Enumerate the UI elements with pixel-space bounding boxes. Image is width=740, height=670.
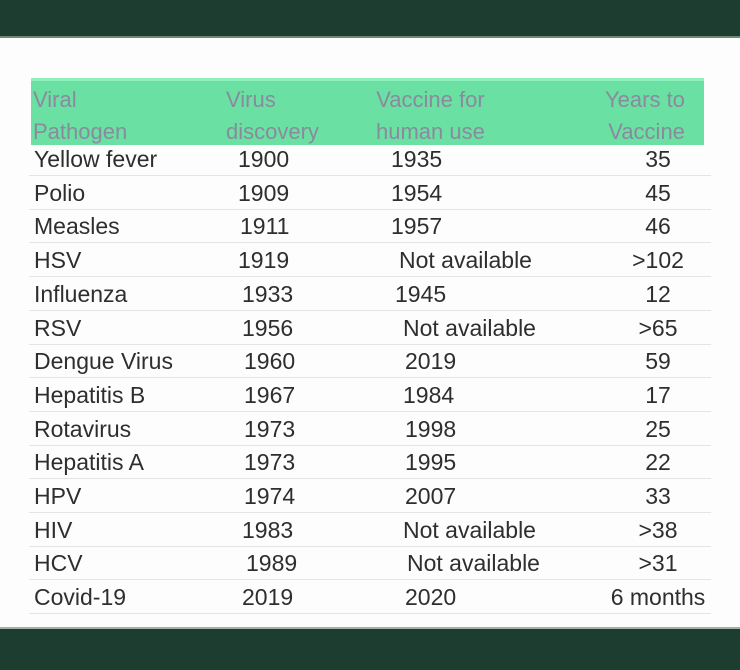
table-row: HCV 1989 Not available >31 xyxy=(0,546,740,581)
cell-pathogen: Dengue Virus xyxy=(34,348,173,375)
cell-pathogen: Covid-19 xyxy=(34,584,127,611)
table-header: Viral Pathogen Virus discovery Vaccine f… xyxy=(31,78,704,145)
cell-pathogen: Influenza xyxy=(34,280,128,307)
cell-pathogen: Hepatitis B xyxy=(34,381,146,408)
cell-vaccine: 1957 xyxy=(391,213,443,240)
cell-pathogen: Yellow fever xyxy=(34,146,158,172)
cell-pathogen: Measles xyxy=(34,213,120,240)
header-viral-pathogen: Viral Pathogen xyxy=(33,84,127,148)
table-row: Rotavirus 1973 1998 25 xyxy=(0,412,740,446)
table-row: Hepatitis A 1973 1995 22 xyxy=(0,445,740,480)
cell-vaccine: 1954 xyxy=(391,179,443,206)
header-line: Years to xyxy=(605,87,685,112)
cell-vaccine: Not available xyxy=(399,247,532,274)
cell-years: 12 xyxy=(645,280,671,307)
cell-pathogen: RSV xyxy=(34,314,82,341)
table-row: HIV 1983 Not available >38 xyxy=(0,513,740,547)
table-row: Influenza 1933 1945 12 xyxy=(0,277,740,311)
table-row: Yellow fever 1900 1935 35 xyxy=(0,142,740,176)
table-row: HSV 1919 Not available >102 xyxy=(0,243,740,278)
cell-vaccine: 1984 xyxy=(403,381,455,408)
header-line: Virus xyxy=(226,87,276,112)
cell-pathogen: HCV xyxy=(34,550,83,577)
table-row: HPV 1974 2007 33 xyxy=(0,479,740,513)
cell-discovery: 1960 xyxy=(244,348,296,375)
cell-years: >38 xyxy=(638,516,678,543)
cell-years: >31 xyxy=(638,550,678,577)
cell-discovery: 1973 xyxy=(244,449,296,476)
cell-years: >65 xyxy=(638,314,678,341)
cell-discovery: 1973 xyxy=(244,415,296,442)
cell-discovery: 1919 xyxy=(238,247,290,274)
bottom-band xyxy=(0,627,740,670)
table-page: Viral Pathogen Virus discovery Vaccine f… xyxy=(0,38,740,627)
cell-years: 22 xyxy=(645,449,671,476)
header-virus-discovery: Virus discovery xyxy=(226,84,319,148)
cell-vaccine: 1935 xyxy=(391,146,443,172)
cell-years: 45 xyxy=(645,179,671,206)
cell-discovery: 1911 xyxy=(240,213,290,240)
table-row: RSV 1956 Not available >65 xyxy=(0,311,740,345)
cell-vaccine: Not available xyxy=(407,550,540,577)
table-row: Hepatitis B 1967 1984 17 xyxy=(0,378,740,412)
cell-discovery: 1989 xyxy=(246,550,298,577)
table-row: Polio 1909 1954 45 xyxy=(0,176,740,210)
header-line: Vaccine xyxy=(608,119,685,144)
cell-years: 35 xyxy=(645,146,671,172)
top-band xyxy=(0,0,740,38)
cell-pathogen: HPV xyxy=(34,483,82,509)
cell-vaccine: 1998 xyxy=(405,415,457,442)
header-line: Pathogen xyxy=(33,119,128,144)
cell-pathogen: HSV xyxy=(34,247,82,274)
cell-vaccine: 1995 xyxy=(405,449,457,476)
header-line: Viral xyxy=(33,87,77,112)
cell-discovery: 1956 xyxy=(242,314,294,341)
cell-vaccine: 2019 xyxy=(405,348,457,375)
cell-discovery: 1909 xyxy=(238,179,290,206)
cell-years: 25 xyxy=(645,415,671,442)
cell-vaccine: 1945 xyxy=(395,280,447,307)
table-row: Measles 1911 1957 46 xyxy=(0,209,740,244)
cell-discovery: 2019 xyxy=(242,584,294,611)
cell-pathogen: Hepatitis A xyxy=(34,449,144,476)
cell-years: 59 xyxy=(645,348,671,375)
cell-pathogen: Rotavirus xyxy=(34,415,132,442)
cell-vaccine: Not available xyxy=(403,314,536,341)
cell-pathogen: Polio xyxy=(34,179,86,206)
cell-pathogen: HIV xyxy=(34,516,73,543)
cell-years: 33 xyxy=(645,483,671,509)
cell-discovery: 1974 xyxy=(244,483,296,509)
table-row: Dengue Virus 1960 2019 59 xyxy=(0,344,740,379)
cell-vaccine: Not available xyxy=(403,516,536,543)
cell-vaccine: 2020 xyxy=(405,584,457,611)
cell-discovery: 1933 xyxy=(242,280,294,307)
cell-discovery: 1967 xyxy=(244,381,296,408)
cell-years: 17 xyxy=(645,381,671,408)
cell-discovery: 1983 xyxy=(242,516,294,543)
header-line: human use xyxy=(376,119,485,144)
cell-years: 46 xyxy=(645,213,671,240)
cell-discovery: 1900 xyxy=(238,146,290,172)
header-years-to-vaccine: Years to Vaccine xyxy=(605,84,685,148)
header-line: discovery xyxy=(226,119,319,144)
table-row: Covid-19 2019 2020 6 months xyxy=(0,580,740,615)
cell-years: >102 xyxy=(632,247,684,274)
cell-years: 6 months xyxy=(610,584,706,611)
header-line: Vaccine for xyxy=(376,87,485,112)
cell-vaccine: 2007 xyxy=(405,483,457,509)
header-vaccine-human-use: Vaccine for human use xyxy=(376,84,485,148)
